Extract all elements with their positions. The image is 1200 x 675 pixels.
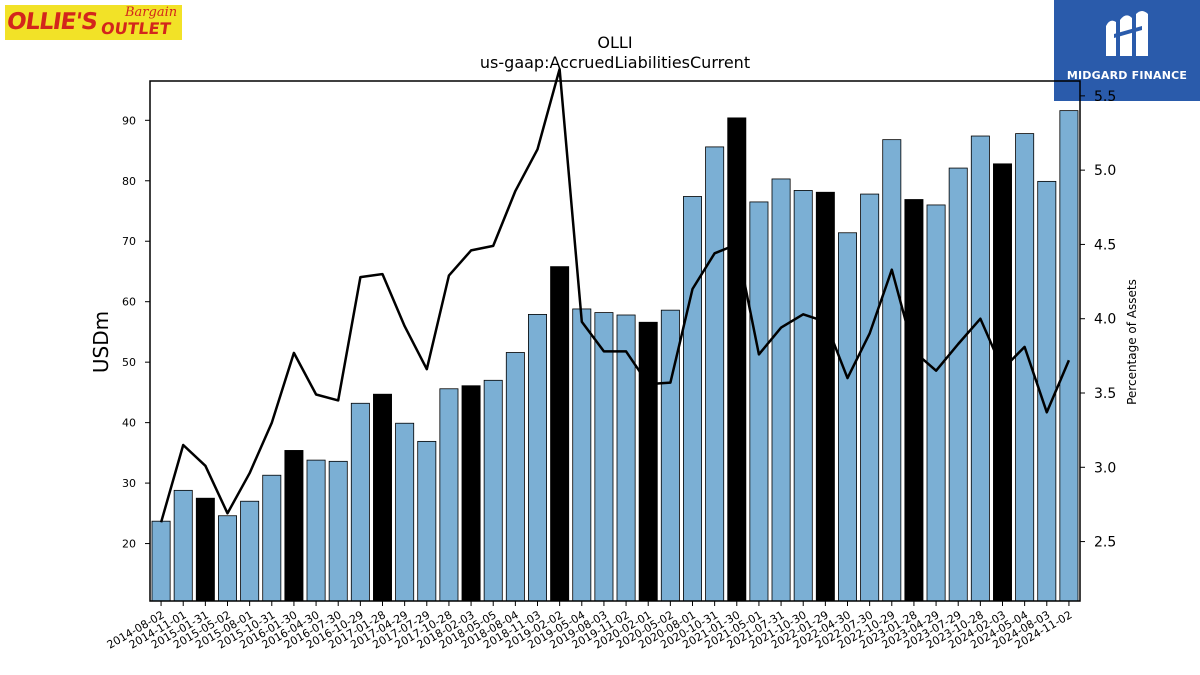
x-axis-ticks: 2014-08-022014-11-012015-01-312015-05-02… [105, 601, 1074, 652]
bar [793, 190, 813, 602]
plot-border [149, 80, 1081, 602]
logo-bargain-text: Bargain [125, 5, 178, 20]
bar [439, 388, 459, 602]
plot-frame [149, 80, 1081, 602]
y-tick-label: 50 [122, 356, 136, 369]
bar [218, 515, 237, 602]
y-axis-ticks: 20 30 40 50 60 70 80 90 [122, 114, 150, 551]
bar [195, 497, 215, 602]
bar [417, 440, 437, 602]
bar [683, 196, 702, 602]
bar [550, 266, 570, 602]
chart-title: OLLI [597, 33, 632, 52]
line-series [159, 67, 1071, 523]
bar [904, 199, 924, 602]
y-axis-label: USDm [89, 311, 113, 373]
bar [328, 460, 348, 602]
bar [638, 321, 658, 602]
y2-tick-label: 3.5 [1094, 386, 1116, 402]
bar [815, 191, 835, 602]
y2-tick-label: 3.0 [1094, 460, 1116, 476]
bar [284, 450, 304, 602]
y-tick-label: 60 [122, 296, 136, 309]
chart-subtitle: us-gaap:AccruedLiabilitiesCurrent [480, 53, 750, 72]
y2-tick-label: 2.5 [1094, 535, 1116, 551]
y-tick-label: 80 [122, 175, 136, 188]
bar [373, 393, 392, 602]
y-tick-label: 90 [122, 114, 136, 127]
y2-tick-label: 4.0 [1094, 312, 1116, 328]
bar [948, 167, 968, 602]
bar [749, 201, 769, 602]
bar [461, 385, 481, 602]
midgard-mark-icon [1106, 11, 1148, 57]
bar [838, 232, 857, 602]
y-tick-label: 20 [122, 538, 136, 551]
bar [306, 459, 326, 602]
y-tick-label: 40 [122, 417, 136, 430]
y2-axis-label: Percentage of Assets [1125, 279, 1139, 405]
bar [970, 135, 990, 602]
logo-company-name: MIDGARD FINANCE [1066, 69, 1188, 82]
bar [1059, 110, 1079, 602]
percentage-line [159, 67, 1071, 523]
y2-tick-label: 5.0 [1094, 163, 1116, 179]
y2-tick-label: 4.5 [1094, 237, 1116, 253]
bar [240, 500, 260, 602]
bar [350, 402, 370, 602]
bar [993, 163, 1012, 602]
bar [505, 352, 525, 602]
bar [395, 422, 415, 602]
bar [860, 193, 880, 602]
bar [771, 178, 791, 602]
bar-series [151, 110, 1079, 602]
y2-tick-label: 5.5 [1094, 89, 1116, 105]
bar [572, 308, 592, 602]
bar [616, 314, 636, 602]
y-tick-label: 30 [122, 477, 136, 490]
bar [262, 474, 282, 602]
bar [528, 313, 547, 602]
bar [882, 139, 902, 602]
midgard-finance-logo: MIDGARD FINANCE [1054, 0, 1200, 101]
bar [705, 146, 725, 602]
bar [151, 520, 171, 602]
ollies-logo: OLLIE'S Bargain OUTLET [5, 5, 182, 40]
bar [926, 204, 946, 602]
y2-axis-ticks: 2.5 3.0 3.5 4.0 4.5 5.0 5.5 [1080, 89, 1116, 551]
bar [594, 312, 614, 602]
y-tick-label: 70 [122, 235, 136, 248]
bar [173, 489, 193, 602]
bar [483, 379, 503, 602]
bar [727, 117, 747, 602]
